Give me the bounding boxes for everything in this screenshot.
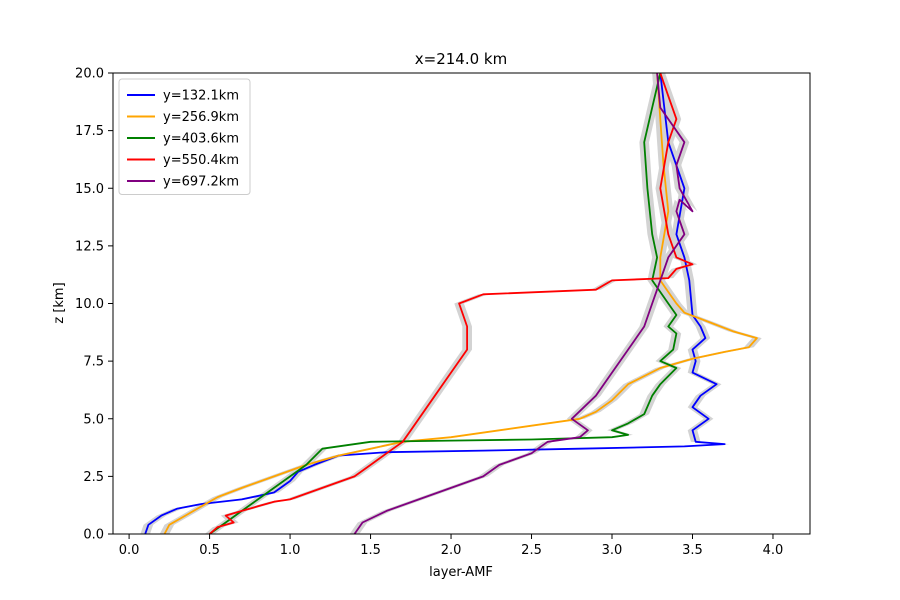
y-tick-label: 2.5 [83,470,104,485]
series-line-2 [163,73,758,534]
x-tick-label: 0.5 [199,543,220,558]
y-tick-label: 10.0 [75,297,104,312]
legend-entry-2: y=256.9km [163,110,239,125]
x-axis: 0.0 0.5 1.0 1.5 2.0 2.5 3.0 3.5 4.0 [119,534,784,558]
legend-entry-3: y=403.6km [163,132,239,147]
legend-entry-1: y=132.1km [163,89,239,104]
y-tick-label: 5.0 [83,412,104,427]
series-line-1 [144,73,726,534]
chart-title: x=214.0 km [415,50,507,68]
plot-area [112,72,811,535]
x-tick-label: 4.0 [763,543,784,558]
x-tick-label: 2.0 [441,543,462,558]
legend-entry-5: y=697.2km [163,175,239,190]
y-tick-label: 12.5 [75,239,104,254]
x-tick-label: 0.0 [119,543,140,558]
y-tick-label: 17.5 [75,124,104,139]
legend-entry-4: y=550.4km [163,153,239,168]
series-lines [144,73,758,534]
y-axis-label: z [km] [52,282,67,323]
x-tick-label: 1.0 [280,543,301,558]
legend-box [118,78,251,195]
y-tick-label: 20.0 [75,67,104,82]
x-tick-label: 3.0 [602,543,623,558]
y-tick-label: 0.0 [83,528,104,543]
x-tick-label: 2.5 [521,543,542,558]
series-line-4 [209,73,694,534]
x-tick-label: 3.5 [682,543,703,558]
x-tick-label: 1.5 [360,543,381,558]
y-tick-label: 15.0 [75,182,104,197]
y-axis: 0.0 2.5 5.0 7.5 10.0 12.5 15.0 17.5 20.0 [75,67,113,543]
series-line-3 [209,73,678,534]
x-axis-label: layer-AMF [429,565,493,580]
series-line-5 [353,73,694,534]
legend: y=132.1km y=256.9km y=403.6km y=550.4km y=69… [118,78,251,195]
y-tick-label: 7.5 [83,355,104,370]
